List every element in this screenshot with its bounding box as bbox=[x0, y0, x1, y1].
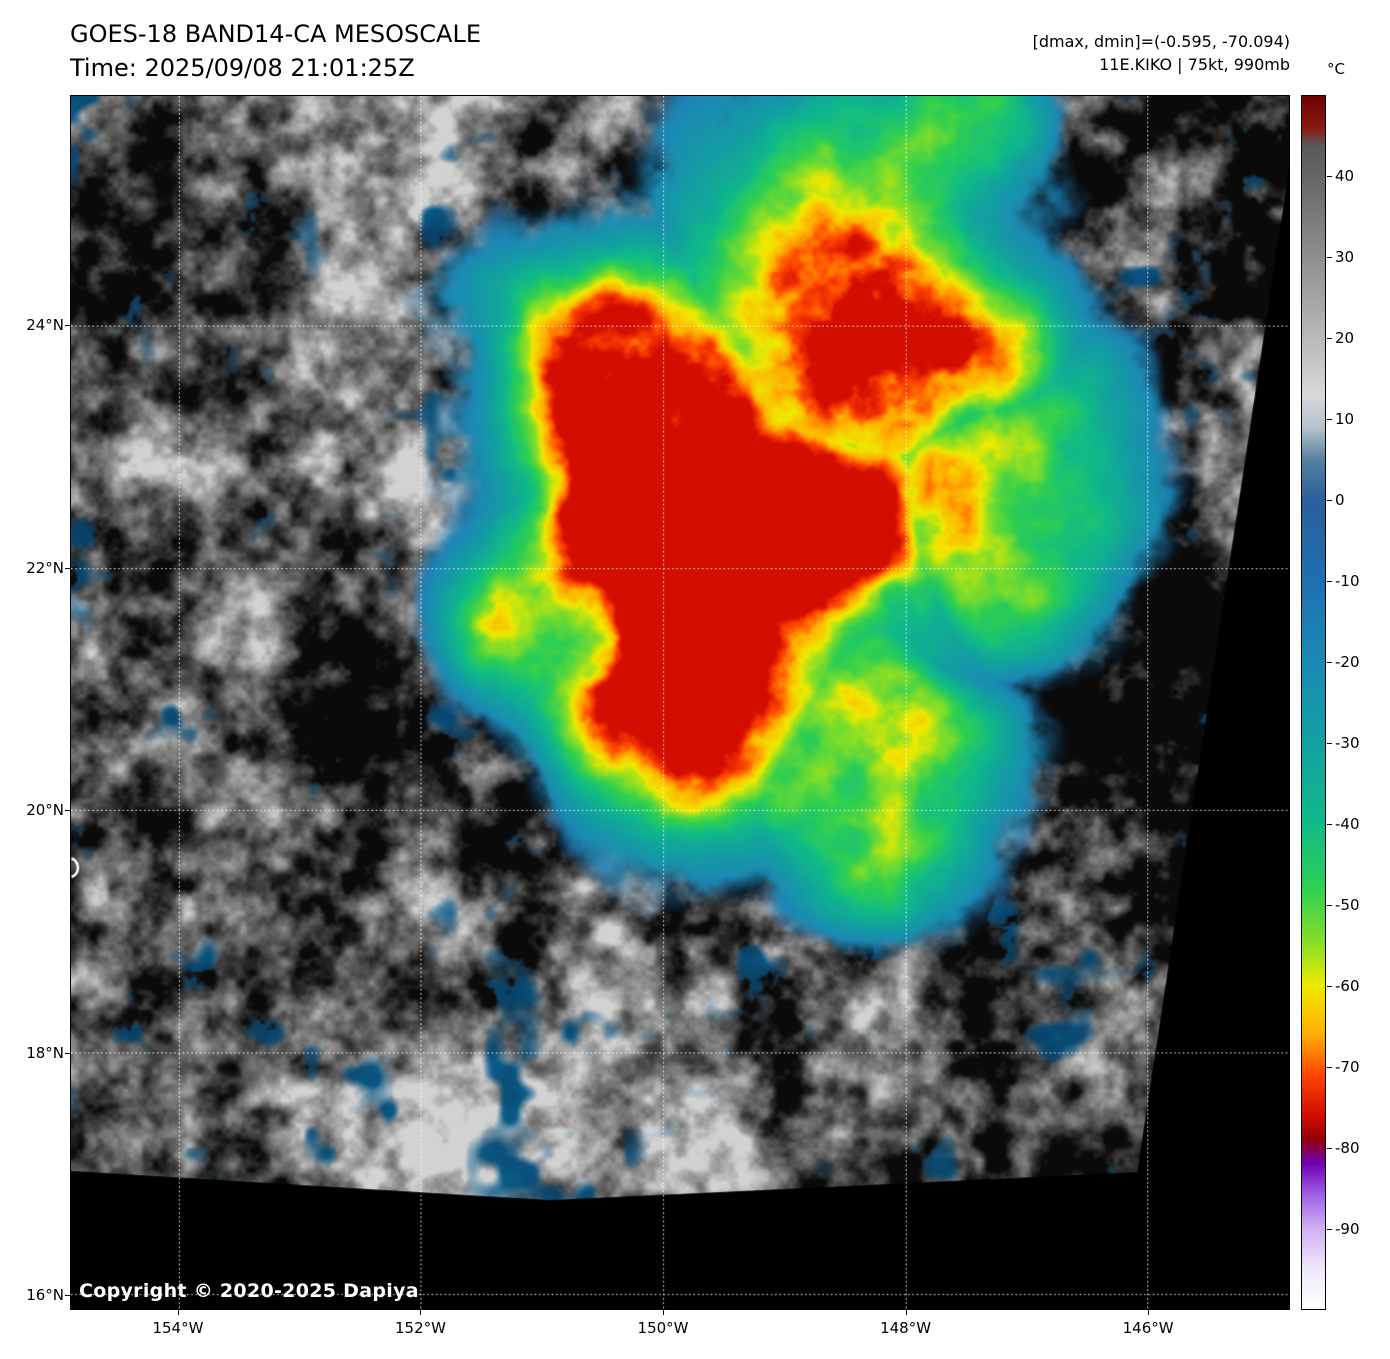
lon-tick-label: 146°W bbox=[1122, 1319, 1174, 1337]
colorbar-unit-label: °C bbox=[1327, 60, 1345, 78]
lat-tick-label: 18°N bbox=[26, 1043, 64, 1062]
lon-tick-label: 148°W bbox=[880, 1319, 932, 1337]
header-right-info: [dmax, dmin]=(-0.595, -70.094) 11E.KIKO … bbox=[1033, 30, 1290, 76]
lat-tick-label: 20°N bbox=[26, 801, 64, 820]
lon-tick-label: 152°W bbox=[394, 1319, 446, 1337]
colorbar-tick-label: -70 bbox=[1335, 1058, 1360, 1076]
lon-tick-mark bbox=[420, 1310, 422, 1315]
figure-time: Time: 2025/09/08 21:01:25Z bbox=[70, 54, 415, 82]
figure-title: GOES-18 BAND14-CA MESOSCALE bbox=[70, 20, 481, 48]
colorbar-tick-mark bbox=[1327, 662, 1332, 663]
data-range-info: [dmax, dmin]=(-0.595, -70.094) bbox=[1032, 32, 1290, 51]
colorbar-tick-mark bbox=[1327, 1229, 1332, 1230]
lon-tick-label: 154°W bbox=[152, 1319, 204, 1337]
lat-tick-mark bbox=[65, 1295, 70, 1297]
lon-tick-label: 150°W bbox=[637, 1319, 689, 1337]
colorbar-tick-label: 30 bbox=[1335, 248, 1355, 266]
lat-tick-mark bbox=[65, 567, 70, 569]
colorbar-tick-mark bbox=[1327, 986, 1332, 987]
colorbar-tick-label: -90 bbox=[1335, 1220, 1360, 1238]
lon-tick-mark bbox=[177, 1310, 179, 1315]
colorbar-tick-label: -40 bbox=[1335, 815, 1360, 833]
colorbar-tick-mark bbox=[1327, 257, 1332, 258]
lon-tick-mark bbox=[663, 1310, 665, 1315]
lon-tick-mark bbox=[1148, 1310, 1150, 1315]
satellite-imagery bbox=[70, 95, 1290, 1310]
colorbar-tick-label: 40 bbox=[1335, 167, 1355, 185]
colorbar-tick-mark bbox=[1327, 176, 1332, 177]
colorbar-tick-label: -30 bbox=[1335, 734, 1360, 752]
lat-tick-label: 22°N bbox=[26, 558, 64, 577]
lon-tick-mark bbox=[905, 1310, 907, 1315]
colorbar-tick-mark bbox=[1327, 1148, 1332, 1149]
colorbar-tick-label: -10 bbox=[1335, 572, 1360, 590]
colorbar-tick-mark bbox=[1327, 905, 1332, 906]
colorbar-tick-label: -80 bbox=[1335, 1139, 1360, 1157]
colorbar-tick-mark bbox=[1327, 743, 1332, 744]
copyright-text: Copyright © 2020-2025 Dapiya bbox=[79, 1280, 419, 1302]
colorbar-tick-label: -20 bbox=[1335, 653, 1360, 671]
colorbar-tick-label: -50 bbox=[1335, 896, 1360, 914]
colorbar-tick-mark bbox=[1327, 338, 1332, 339]
colorbar-gradient bbox=[1301, 95, 1326, 1310]
storm-info: 11E.KIKO | 75kt, 990mb bbox=[1099, 55, 1290, 74]
lat-tick-label: 16°N bbox=[26, 1286, 64, 1305]
colorbar-tick-mark bbox=[1327, 1067, 1332, 1068]
lat-tick-label: 24°N bbox=[26, 316, 64, 335]
colorbar-tick-mark bbox=[1327, 824, 1332, 825]
colorbar-tick-mark bbox=[1327, 581, 1332, 582]
colorbar-tick-mark bbox=[1327, 500, 1332, 501]
lat-tick-mark bbox=[65, 1052, 70, 1054]
lat-tick-mark bbox=[65, 810, 70, 812]
colorbar-tick-label: 0 bbox=[1335, 491, 1345, 509]
colorbar-tick-label: 10 bbox=[1335, 410, 1355, 428]
colorbar-tick-label: 20 bbox=[1335, 329, 1355, 347]
colorbar-tick-label: -60 bbox=[1335, 977, 1360, 995]
lat-tick-mark bbox=[65, 325, 70, 327]
colorbar-tick-mark bbox=[1327, 419, 1332, 420]
